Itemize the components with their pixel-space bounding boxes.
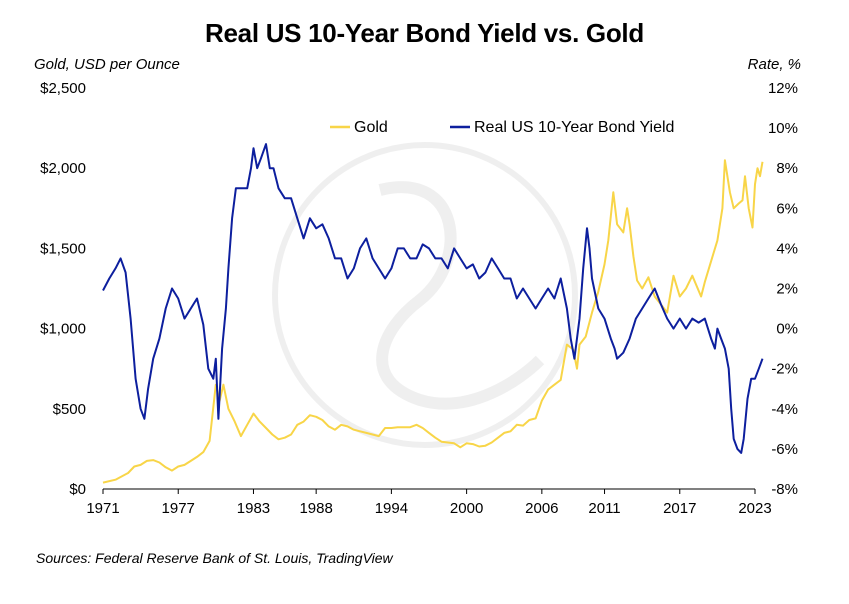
y-right-tick-label: 0% bbox=[776, 321, 798, 338]
y-right-tick-label: 2% bbox=[776, 281, 798, 298]
source-note: Sources: Federal Reserve Bank of St. Lou… bbox=[36, 550, 393, 566]
y-left-tick-label: $1,000 bbox=[40, 321, 86, 338]
y-right-tick-label: -8% bbox=[771, 481, 798, 498]
y-right-tick-label: 10% bbox=[768, 120, 798, 137]
x-tick-label: 1977 bbox=[162, 500, 195, 517]
y-left-tick-label: $2,000 bbox=[40, 160, 86, 177]
y-right-tick-label: 4% bbox=[776, 240, 798, 257]
left-axis-title: Gold, USD per Ounce bbox=[34, 56, 180, 73]
x-tick-label: 2011 bbox=[588, 500, 620, 517]
legend-label: Real US 10-Year Bond Yield bbox=[474, 119, 674, 136]
gold-series-line bbox=[102, 159, 764, 484]
y-left-tick-label: $0 bbox=[69, 481, 86, 498]
y-right-tick-label: 6% bbox=[776, 200, 798, 217]
x-tick-label: 2006 bbox=[525, 500, 558, 517]
legend: Gold Real US 10-Year Bond Yield bbox=[330, 119, 674, 136]
axes-group: 1971 1977 1983 1988 1994 2000 2006 2011 2017 2023… bbox=[40, 80, 798, 517]
legend-label: Gold bbox=[354, 119, 388, 136]
x-tick-label: 1983 bbox=[237, 500, 270, 517]
y-left-tick-label: $500 bbox=[53, 401, 86, 418]
x-tick-label: 2000 bbox=[450, 500, 483, 517]
x-tick-label: 1994 bbox=[375, 500, 408, 517]
y-right-tick-label: 8% bbox=[776, 160, 798, 177]
y-right-tick-label: -6% bbox=[771, 441, 798, 458]
bond-yield-series-line bbox=[102, 143, 764, 454]
x-tick-label: 2017 bbox=[663, 500, 696, 517]
right-axis-title: Rate, % bbox=[747, 56, 801, 73]
y-right-tick-label: 12% bbox=[768, 80, 798, 97]
series-group bbox=[102, 143, 764, 484]
y-right-tick-label: -2% bbox=[771, 361, 798, 378]
watermark-logo bbox=[272, 142, 578, 448]
y-left-tick-label: $2,500 bbox=[40, 80, 86, 97]
y-right-tick-label: -4% bbox=[771, 401, 798, 418]
x-tick-label: 1971 bbox=[86, 500, 119, 517]
x-tick-label: 1988 bbox=[299, 500, 332, 517]
x-tick-label: 2023 bbox=[738, 500, 771, 517]
chart-title: Real US 10-Year Bond Yield vs. Gold bbox=[205, 18, 644, 48]
y-left-tick-label: $1,500 bbox=[40, 240, 86, 257]
